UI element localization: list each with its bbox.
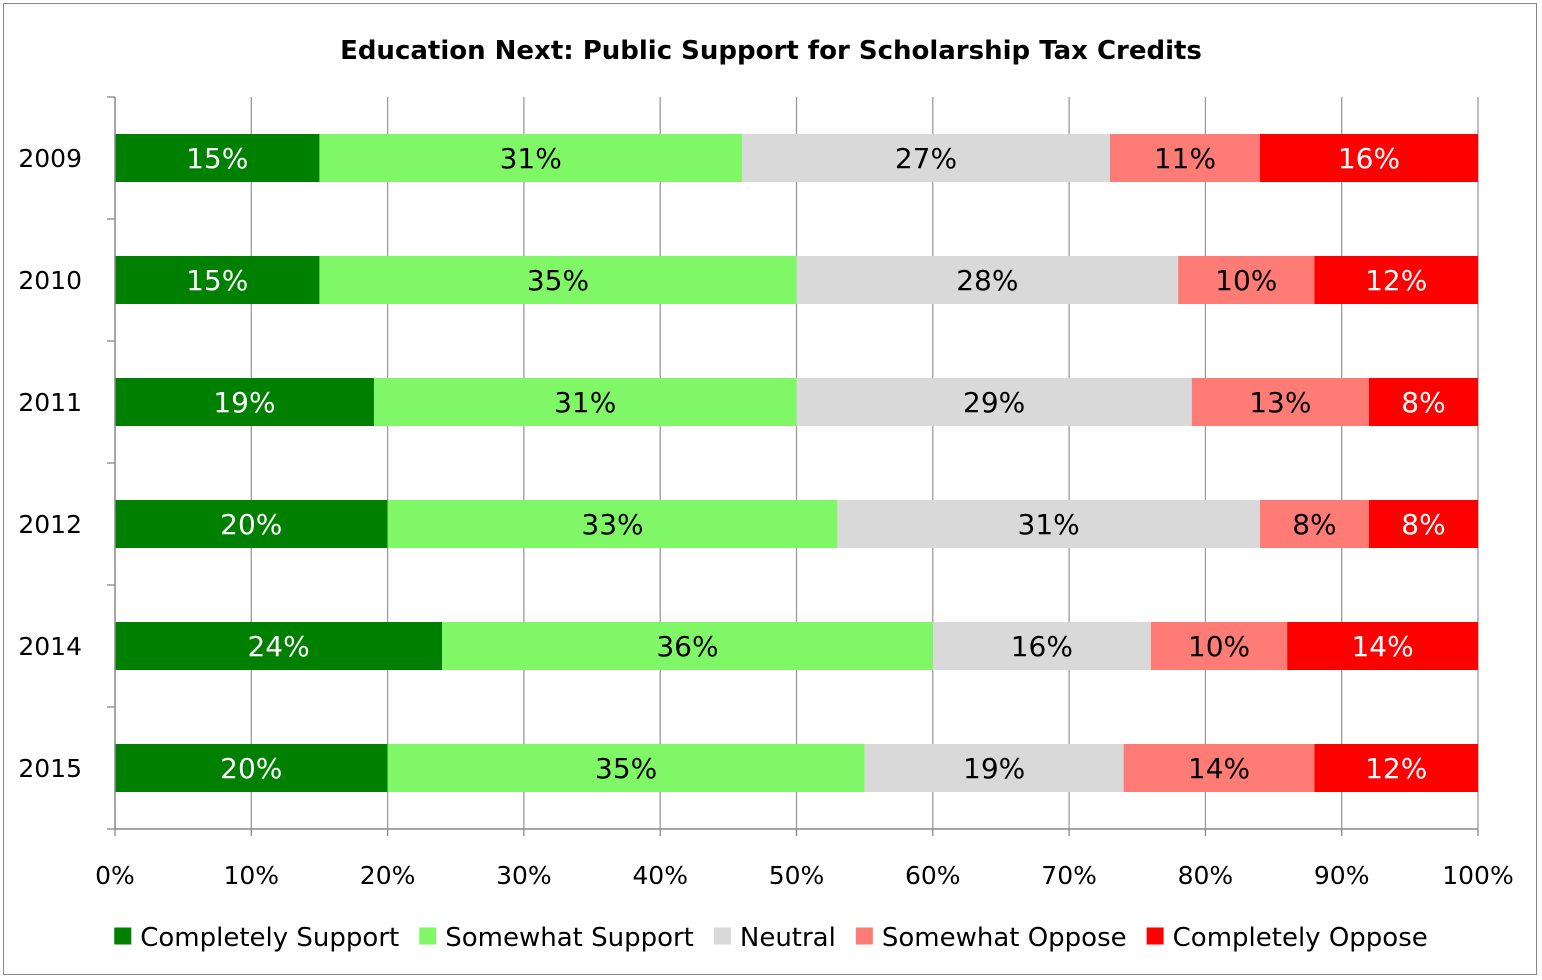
bar-segment [837,500,1260,548]
x-tick-label: 100% [1442,861,1513,890]
category-label: 2012 [18,510,82,539]
x-tick-label: 70% [1041,861,1097,890]
data-label: 19% [963,752,1025,785]
data-label: 11% [1154,142,1216,175]
bar-segment [442,622,933,670]
data-label: 20% [220,508,282,541]
bar-segment [387,744,865,792]
bar-segment [741,134,1110,182]
bar-segment [1368,500,1478,548]
data-label: 35% [595,752,657,785]
data-label: 29% [963,386,1025,419]
category-label: 2010 [18,266,82,295]
data-label: 36% [656,630,718,663]
bar-segment [115,744,388,792]
bar-segment [115,378,374,426]
data-label: 10% [1215,264,1277,297]
data-label: 14% [1351,630,1413,663]
data-label: 15% [186,264,248,297]
legend-label: Somewhat Support [445,923,694,953]
data-label: 16% [1338,142,1400,175]
data-label: 12% [1365,752,1427,785]
data-label: 20% [220,752,282,785]
data-label: 24% [247,630,309,663]
bar-segment [1314,256,1478,304]
bar-segment [864,744,1124,792]
bar-segment [1368,378,1478,426]
data-label: 27% [895,142,957,175]
category-label: 2015 [18,754,82,783]
category-label: 2009 [18,144,82,173]
legend-swatch [713,927,731,945]
gridlines [250,97,1479,829]
bar-segment [796,256,1179,304]
bar-segment [1109,134,1260,182]
bar-segment [1259,134,1478,182]
data-label: 13% [1249,386,1311,419]
data-label: 14% [1188,752,1250,785]
data-label: 31% [500,142,562,175]
legend-label: Somewhat Oppose [882,923,1127,953]
bar-segment [1287,622,1478,670]
data-label: 8% [1401,508,1445,541]
bar-segment [115,256,320,304]
bar-segment [1178,256,1315,304]
data-label: 12% [1365,264,1427,297]
category-label: 2011 [18,388,82,417]
legend: Completely Support Somewhat Support Neutra… [114,923,1428,953]
x-tick-label: 10% [224,861,280,890]
axes: 0% 10% 20% 30% 40% 50% 60% 70% 80% 90% 100% 2009 201… [18,96,1514,890]
x-tick-label: 20% [360,861,416,890]
legend-label: Neutral [740,923,836,953]
data-label: 28% [956,264,1018,297]
data-label: 31% [554,386,616,419]
bar-segment [319,256,797,304]
data-label: 19% [213,386,275,419]
data-label: 31% [1018,508,1080,541]
legend-swatch [1146,927,1164,945]
bar-segment [115,622,443,670]
category-label: 2014 [18,632,82,661]
bar-segment [1314,744,1478,792]
data-label: 8% [1292,508,1336,541]
data-label: 15% [186,142,248,175]
x-tick-label: 50% [769,861,825,890]
legend-swatch [855,927,873,945]
x-tick-label: 0% [95,861,135,890]
chart-title: Education Next: Public Support for Schol… [340,36,1202,66]
bar-segment [932,622,1151,670]
data-label: 16% [1011,630,1073,663]
bar-segment [1259,500,1369,548]
bar-segment [1191,378,1369,426]
legend-label: Completely Support [140,923,399,953]
bar-segment [1150,622,1288,670]
bar-segment [387,500,838,548]
bar-segment [373,378,797,426]
x-tick-label: 80% [1178,861,1234,890]
bar-segment [115,500,388,548]
data-label: 10% [1188,630,1250,663]
legend-swatch [419,927,437,945]
bar-segment [1123,744,1315,792]
data-label: 35% [527,264,589,297]
x-tick-label: 30% [496,861,552,890]
bar-segment [319,134,742,182]
data-label: 33% [581,508,643,541]
x-tick-label: 90% [1314,861,1370,890]
x-tick-label: 40% [632,861,688,890]
legend-swatch [114,927,132,945]
x-tick-label: 60% [905,861,961,890]
bar-segment [796,378,1192,426]
bar-segment [115,134,320,182]
legend-label: Completely Oppose [1173,923,1428,953]
bars: 15% 31% 27% 11% 16% 15% 35% 28% 10% 12% 19% 31% 29% 1… [115,134,1478,792]
data-label: 8% [1401,386,1445,419]
